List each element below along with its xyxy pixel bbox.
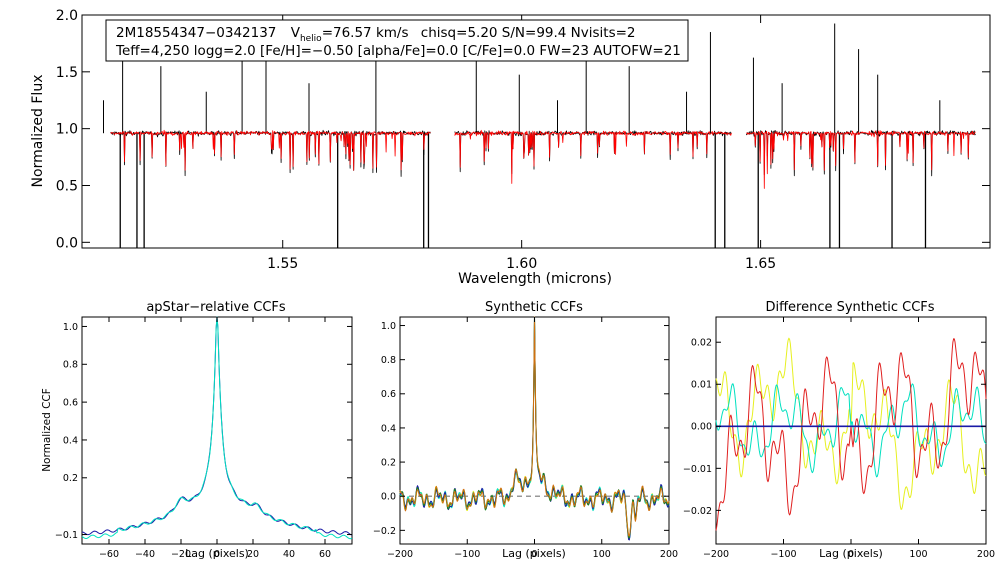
apstar-ccf-series: [81, 316, 353, 540]
y-tick-label: −0.2: [373, 526, 396, 537]
y-tick-label: −0.1: [55, 530, 78, 541]
y-tick-label: 1.0: [63, 322, 78, 333]
x-tick-label: −60: [99, 549, 119, 560]
y-tick-label: 0.6: [381, 389, 396, 400]
x-tick-label: 200: [977, 549, 995, 560]
y-tick-label: 0.8: [381, 355, 396, 366]
x-tick-label: −100: [770, 549, 796, 560]
synthetic-ccf-title: Synthetic CCFs: [485, 300, 583, 315]
y-tick-label: 0.00: [691, 422, 712, 433]
difference-ccf-x-label: Lag (pixels): [819, 547, 883, 560]
apstar-ccf-title: apStar−relative CCFs: [146, 300, 286, 315]
y-tick-label: 1.5: [56, 65, 78, 81]
observed-spectrum-segment: [110, 129, 431, 177]
x-tick-label: 1.60: [506, 256, 537, 272]
y-tick-label: 1.0: [381, 321, 396, 332]
spectrum-plot-area: [103, 23, 976, 248]
vhelio-value: =76.57 km/s: [322, 25, 409, 41]
apstar-ccf-x-ticks: −60 −40 −20 0 20 40 60: [99, 317, 331, 560]
synthetic-ccf-x-ticks: −200 −100 0 100 200: [387, 317, 678, 560]
synthetic-ccf-lines: [399, 316, 670, 541]
x-tick-label: 1.65: [745, 256, 776, 272]
synthetic-spectrum-segment: [110, 129, 431, 171]
x-tick-label: −200: [387, 549, 413, 560]
difference-ccf-x-ticks: −200 −100 0 100 200: [703, 317, 995, 560]
apstar-ccf-lines: [81, 316, 353, 540]
apstar-ccf-y-label: Normalized CCF: [41, 388, 53, 472]
spectrum-y-label: Normalized Flux: [30, 75, 46, 188]
apstar-ccf-panel: apStar−relative CCFs −0.1 0.2 0.4 0.6 0.8 1.0…: [41, 300, 353, 560]
spectrum-y-ticks: 0.0 0.5 1.0 1.5 2.0: [56, 8, 990, 251]
apstar-ccf-x-label: Lag (pixels): [185, 547, 249, 560]
observed-spectrum-segment: [454, 130, 732, 175]
synthetic-spectrum-segment: [746, 130, 976, 189]
synthetic-ccf-panel: Synthetic CCFs −0.2 0.0 0.2 0.4 0.6 0.8 1.0 −2…: [373, 300, 678, 560]
spectrum-info-line-2: Teff=4,250 logg=2.0 [Fe/H]=−0.50 [alpha/…: [115, 43, 681, 59]
y-tick-label: 2.0: [56, 8, 78, 24]
spectrum-panel: 0.0 0.5 1.0 1.5 2.0 1.55 1.60 1.65 Wavelength …: [30, 8, 991, 287]
spectrum-x-label: Wavelength (microns): [458, 271, 612, 287]
synthetic-ccf-series: [399, 316, 670, 537]
x-tick-label: −20: [171, 549, 191, 560]
synthetic-spectrum-segment: [454, 129, 732, 184]
y-tick-label: 0.02: [691, 338, 712, 349]
x-tick-label: 0: [214, 549, 220, 560]
y-tick-label: 0.8: [63, 360, 78, 371]
y-tick-label: 0.4: [63, 435, 78, 446]
observed-spectrum-segment: [745, 129, 976, 177]
spectrum-info-box: [105, 19, 689, 62]
y-tick-label: 0.6: [63, 398, 78, 409]
x-tick-label: 0: [531, 549, 537, 560]
x-tick-label: −200: [703, 549, 729, 560]
y-tick-label: 0.01: [691, 380, 712, 391]
star-id: 2M18554347−0342137: [116, 25, 276, 41]
x-tick-label: −100: [454, 549, 480, 560]
y-tick-label: −0.02: [683, 506, 712, 517]
x-tick-label: 60: [319, 549, 331, 560]
y-tick-label: 0.2: [381, 457, 396, 468]
y-tick-label: 0.2: [63, 473, 78, 484]
synthetic-spectrum-line: [110, 129, 976, 189]
spectrum-info-line-1: 2M18554347−0342137 Vhelio=76.57 km/s chi…: [116, 25, 636, 44]
x-tick-label: 100: [909, 549, 927, 560]
vhelio-subscript: helio: [300, 34, 322, 44]
x-tick-label: 100: [593, 549, 611, 560]
synthetic-ccf-x-label: Lag (pixels): [502, 547, 566, 560]
apstar-ccf-y-ticks: −0.1 0.2 0.4 0.6 0.8 1.0: [55, 322, 352, 541]
x-tick-label: 20: [247, 549, 259, 560]
apstar-ccf-series: [81, 316, 353, 536]
y-tick-label: 0.0: [381, 492, 396, 503]
x-tick-label: 1.55: [267, 256, 298, 272]
vhelio-label: V: [291, 25, 301, 41]
y-tick-label: −0.01: [683, 464, 712, 475]
y-tick-label: 0.5: [56, 179, 78, 195]
difference-ccf-y-ticks: −0.02 −0.01 0.00 0.01 0.02: [683, 338, 986, 517]
y-tick-label: 0.0: [56, 235, 78, 251]
y-tick-label: 1.0: [56, 122, 78, 138]
apstar-ccf-frame: [81, 316, 353, 545]
difference-ccf-lines: [715, 337, 987, 531]
difference-ccf-title: Difference Synthetic CCFs: [765, 300, 934, 315]
synthetic-ccf-y-ticks: −0.2 0.0 0.2 0.4 0.6 0.8 1.0: [373, 321, 669, 537]
spectrum-x-ticks: 1.55 1.60 1.65: [267, 15, 776, 272]
difference-ccf-panel: Difference Synthetic CCFs −0.02 −0.01 0.00…: [683, 300, 995, 560]
x-tick-label: −40: [135, 549, 155, 560]
observed-spectrum-line: [103, 23, 976, 248]
y-tick-label: 0.4: [381, 423, 396, 434]
x-tick-label: 200: [660, 549, 678, 560]
spectrum-plot-frame: [81, 14, 991, 249]
fit-stats: chisq=5.20 S/N=99.4 Nvisits=2: [421, 25, 636, 41]
x-tick-label: 0: [848, 549, 854, 560]
x-tick-label: 40: [283, 549, 295, 560]
